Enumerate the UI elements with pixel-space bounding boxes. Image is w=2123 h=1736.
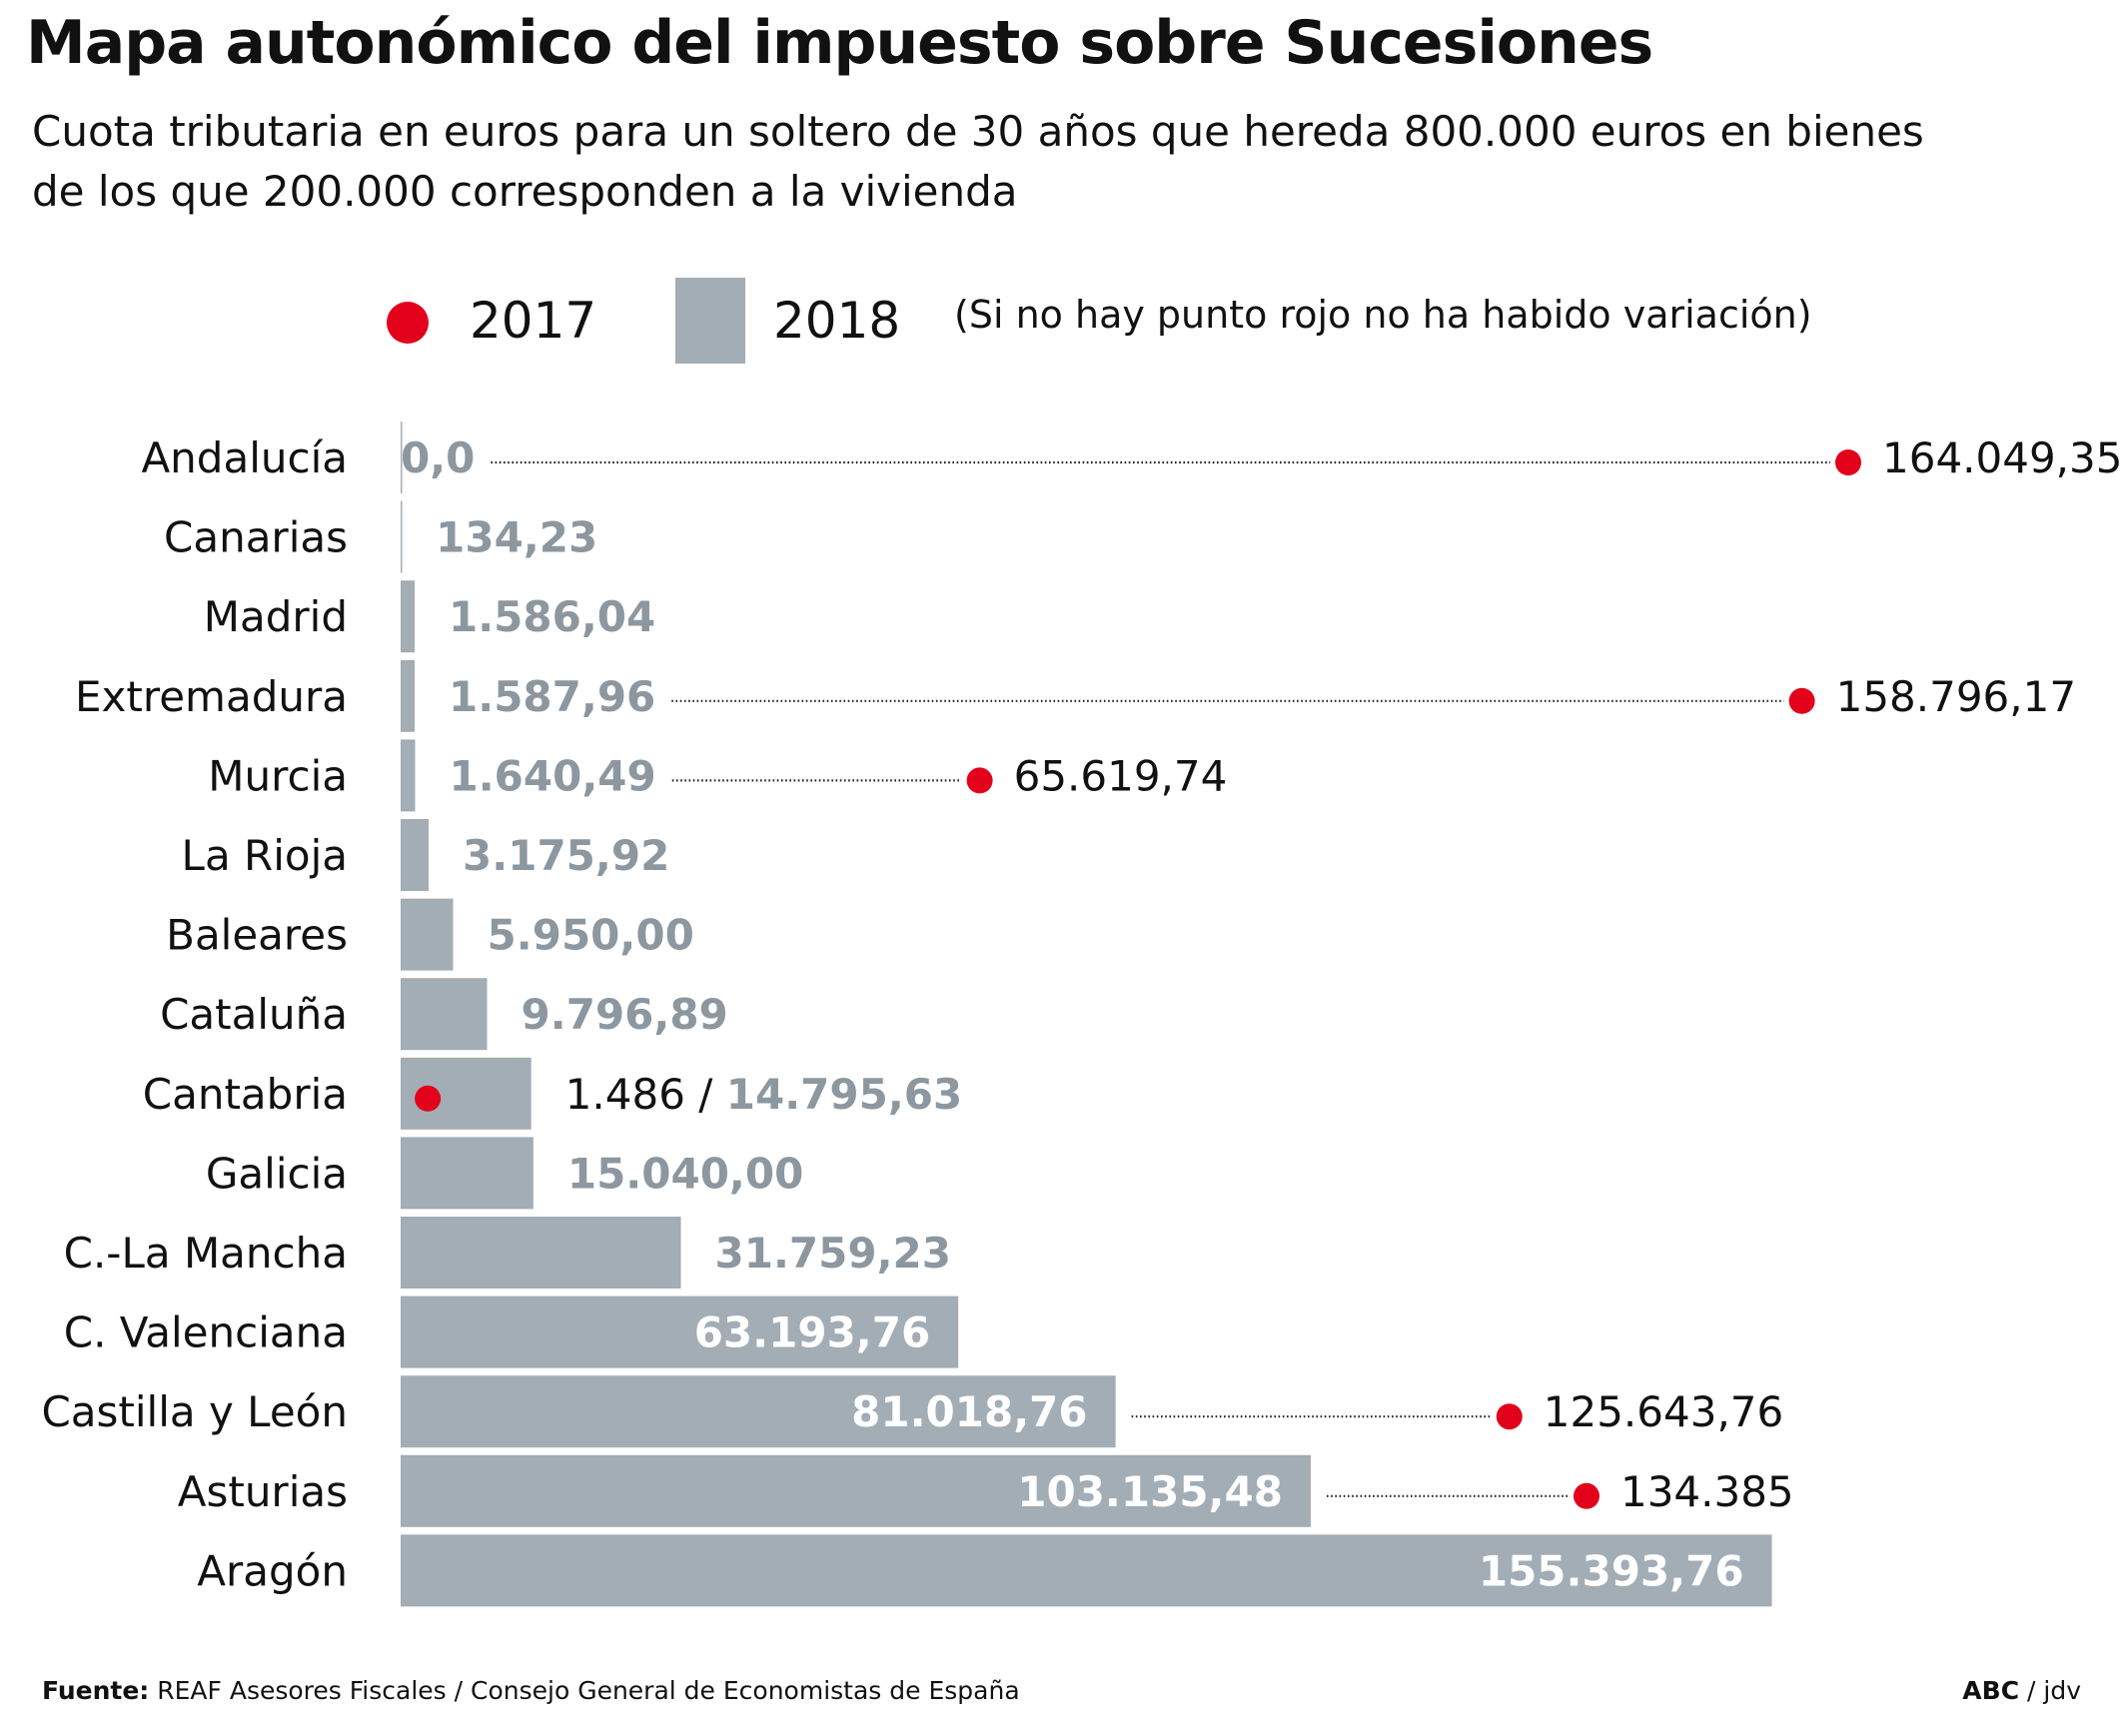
legend-2018-swatch xyxy=(675,278,745,364)
value-label-pair: 1.486 / 14.795,63 xyxy=(565,1070,963,1119)
bar-value-label: 134,23 xyxy=(436,513,597,562)
legend-note: (Si no hay punto rojo no ha habido varia… xyxy=(954,293,1812,337)
credit-brand: ABC xyxy=(1962,1676,2020,1705)
category-label: Galicia xyxy=(206,1149,348,1198)
bar-2018 xyxy=(401,1534,1772,1607)
credit: ABC / jdv xyxy=(1962,1676,2081,1705)
category-label: C.-La Mancha xyxy=(64,1229,348,1278)
bar-value-label: 31.759,23 xyxy=(715,1229,951,1278)
legend: 2017 2018 (Si no hay punto rojo no ha ha… xyxy=(387,278,1812,364)
bar-2018 xyxy=(401,1454,1311,1527)
category-label: Andalucía xyxy=(141,434,348,482)
dot-2017 xyxy=(1573,1482,1599,1509)
bar-2018 xyxy=(401,739,416,812)
bar-2018 xyxy=(401,898,454,971)
category-label: Aragón xyxy=(197,1546,348,1595)
source-label: Fuente: xyxy=(42,1676,150,1705)
category-label: Cataluña xyxy=(160,990,348,1039)
bar-value-label: 0,0 xyxy=(401,434,475,482)
legend-2017-dot xyxy=(387,302,429,344)
bar-2018 xyxy=(401,422,403,493)
bar-2018 xyxy=(401,1137,533,1210)
category-label: Extremadura xyxy=(75,672,348,721)
value-2017-label: 125.643,76 xyxy=(1544,1387,1783,1436)
bar-2018 xyxy=(401,1375,1116,1448)
bar-2018 xyxy=(401,819,430,891)
category-label: Baleares xyxy=(166,911,348,960)
category-label: Castilla y León xyxy=(41,1387,348,1436)
value-2017-label: 1.486 / xyxy=(565,1070,726,1119)
source-note: Fuente: REAF Asesores Fiscales / Consejo… xyxy=(42,1676,1020,1705)
bar-chart: 2017 2018 (Si no hay punto rojo no ha ha… xyxy=(41,278,2122,1607)
category-label: Asturias xyxy=(178,1467,348,1516)
legend-2018-label: 2018 xyxy=(773,292,900,350)
source-text: REAF Asesores Fiscales / Consejo General… xyxy=(149,1676,1020,1705)
bar-value-label: 103.135,48 xyxy=(1017,1467,1283,1516)
chart-title: Mapa autonómico del impuesto sobre Suces… xyxy=(26,8,1653,78)
bar-value-label: 15.040,00 xyxy=(567,1149,803,1198)
chart-subtitle: Cuota tributaria en euros para un solter… xyxy=(32,107,1924,216)
bar-2018 xyxy=(401,500,403,573)
bar-value-label: 155.393,76 xyxy=(1479,1546,1744,1595)
value-2017-label: 164.049,35 xyxy=(1882,434,2122,482)
bar-value-label: 1.640,49 xyxy=(449,751,655,800)
category-label: La Rioja xyxy=(182,831,348,880)
bar-2018 xyxy=(401,1296,959,1368)
bar-value-label: 9.796,89 xyxy=(522,990,728,1039)
plot-area: Andalucía 0,0 164.049,35 Canarias 134,23 Madr… xyxy=(41,422,2122,1607)
dot-2017 xyxy=(1496,1403,1523,1430)
value-2018-label: 14.795,63 xyxy=(726,1070,962,1119)
category-label: Murcia xyxy=(208,751,348,800)
bar-2018 xyxy=(401,978,488,1051)
category-label: Cantabria xyxy=(143,1070,348,1119)
value-2017-label: 65.619,74 xyxy=(1014,751,1228,800)
bar-value-label: 81.018,76 xyxy=(851,1387,1087,1436)
bar-2018 xyxy=(401,1217,681,1289)
bar-value-label: 1.586,04 xyxy=(449,592,655,641)
bar-2018 xyxy=(401,659,416,732)
bar-value-label: 63.193,76 xyxy=(694,1308,930,1357)
bar-value-label: 1.587,96 xyxy=(449,672,655,721)
value-2017-label: 134.385 xyxy=(1620,1467,1794,1516)
dot-2017 xyxy=(1788,687,1815,714)
category-label: Canarias xyxy=(164,513,348,562)
category-label: Madrid xyxy=(204,592,348,641)
bar-value-label: 5.950,00 xyxy=(488,911,694,960)
credit-author: / jdv xyxy=(2019,1676,2081,1705)
bar-value-label: 3.175,92 xyxy=(463,831,669,880)
value-2017-label: 158.796,17 xyxy=(1836,672,2076,721)
category-label: C. Valenciana xyxy=(64,1308,348,1357)
dot-2017 xyxy=(415,1085,442,1112)
dot-2017 xyxy=(1835,449,1861,475)
bar-2018 xyxy=(401,580,416,653)
dot-2017 xyxy=(966,767,993,794)
legend-2017-label: 2017 xyxy=(470,292,596,350)
